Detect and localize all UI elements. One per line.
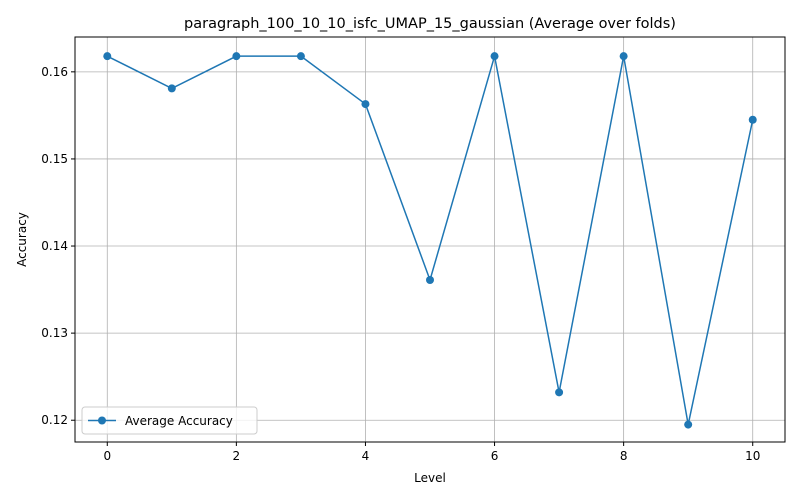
plot-area-frame (74, 36, 786, 443)
data-point (232, 52, 241, 61)
data-point (167, 84, 176, 93)
y-tick-label: 0.13 (41, 326, 68, 340)
data-point (619, 52, 628, 61)
y-tick-label: 0.14 (41, 239, 68, 253)
data-point (748, 115, 757, 124)
series-line (106, 55, 754, 425)
data-point (103, 52, 112, 61)
legend: Average Accuracy (81, 406, 258, 435)
legend-entry-label: Average Accuracy (125, 414, 233, 428)
y-tick-label: 0.16 (41, 65, 68, 79)
chart-title: paragraph_100_10_10_isfc_UMAP_15_gaussia… (184, 16, 676, 32)
data-point (426, 276, 434, 284)
data-point (296, 52, 305, 61)
legend-marker-swatch (98, 416, 106, 425)
data-point (490, 52, 499, 61)
x-axis: 0 2 4 6 8 10 (103, 442, 760, 463)
x-tick-label: 6 (491, 449, 499, 463)
y-tick-label: 0.15 (41, 152, 68, 166)
x-tick-label: 10 (745, 449, 760, 463)
x-tick-label: 2 (233, 449, 241, 463)
x-tick-label: 4 (362, 449, 370, 463)
series-layer (103, 52, 757, 429)
data-point (361, 100, 370, 109)
grid-lines (75, 37, 785, 442)
legend-box (81, 406, 258, 435)
y-axis: 0.12 0.13 0.14 0.15 0.16 (41, 65, 75, 427)
x-tick-label: 0 (103, 449, 111, 463)
x-tick-label: 8 (620, 449, 628, 463)
y-axis-label: Accuracy (15, 212, 29, 267)
y-tick-label: 0.12 (41, 413, 68, 427)
data-point (684, 420, 693, 429)
data-point (555, 388, 564, 397)
x-axis-label: Level (414, 471, 446, 485)
